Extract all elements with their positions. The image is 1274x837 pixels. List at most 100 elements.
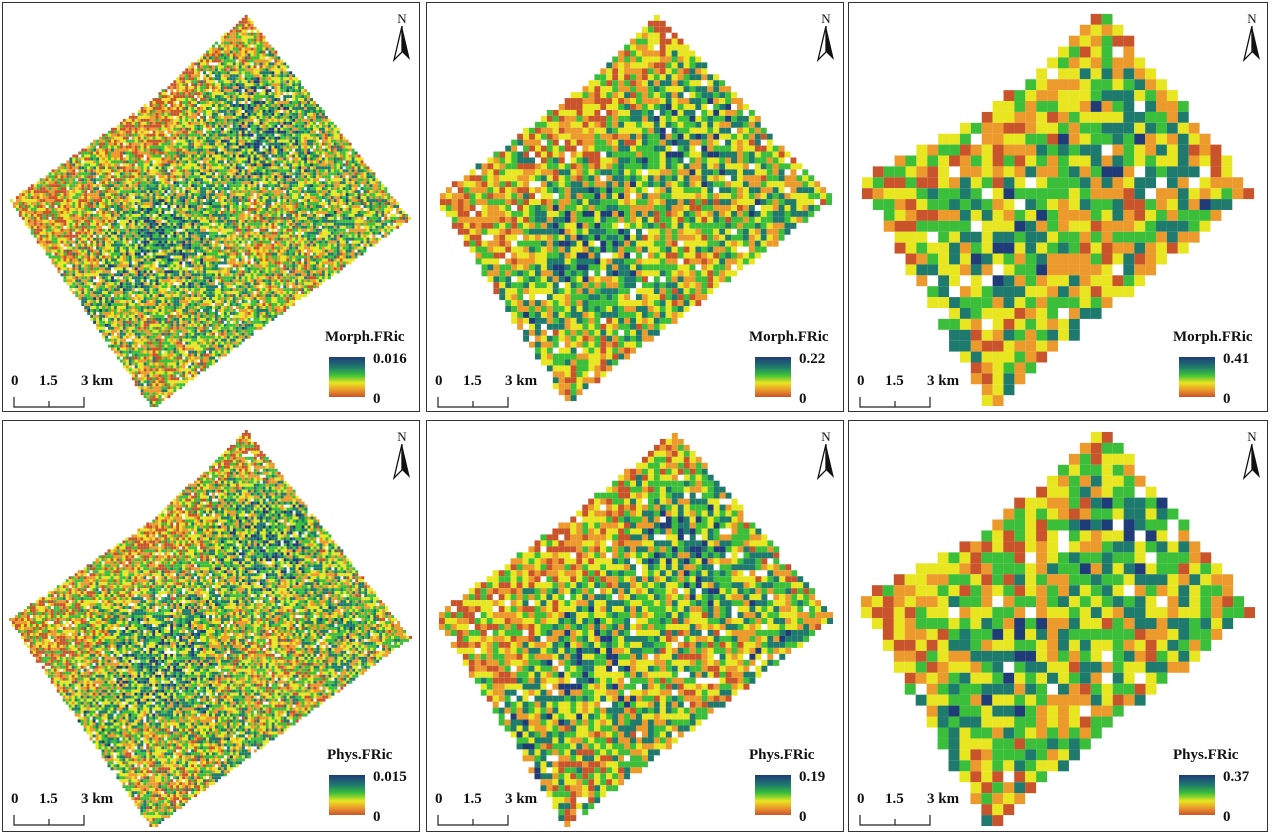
raster-cell xyxy=(253,169,257,173)
raster-cell xyxy=(268,175,272,179)
raster-cell xyxy=(152,115,156,119)
raster-cell xyxy=(170,213,174,217)
raster-cell xyxy=(173,104,177,107)
raster-cell xyxy=(81,228,85,232)
raster-cell xyxy=(351,193,355,197)
raster-cell xyxy=(229,207,233,211)
raster-cell xyxy=(369,190,373,194)
raster-cell xyxy=(247,172,251,176)
raster-cell xyxy=(277,202,281,206)
raster-cell xyxy=(96,193,100,197)
raster-cell xyxy=(45,228,49,232)
raster-cell xyxy=(387,225,391,229)
raster-cell xyxy=(197,157,201,161)
raster-cell xyxy=(27,190,31,194)
raster-cell xyxy=(12,205,16,208)
raster-cell xyxy=(265,148,269,152)
raster-cell xyxy=(170,133,174,137)
raster-map xyxy=(9,14,412,408)
raster-cell xyxy=(182,228,186,232)
raster-cell xyxy=(152,163,156,167)
raster-cell xyxy=(232,130,236,134)
raster-cell xyxy=(253,207,257,211)
raster-cell xyxy=(203,145,207,149)
raster-cell xyxy=(197,59,201,63)
raster-cell xyxy=(200,178,204,182)
raster-cell xyxy=(223,202,227,206)
raster-cell xyxy=(262,199,266,203)
raster-cell xyxy=(321,172,325,176)
raster-cell xyxy=(271,56,275,60)
raster-cell xyxy=(333,184,337,188)
raster-cell xyxy=(339,145,343,149)
raster-cell xyxy=(90,216,94,220)
raster-cell xyxy=(217,118,221,122)
raster-cell xyxy=(354,190,358,194)
raster-cell xyxy=(155,172,159,176)
raster-cell xyxy=(140,154,144,158)
raster-cell xyxy=(339,169,343,173)
raster-cell xyxy=(51,175,55,179)
raster-cell xyxy=(238,20,242,24)
raster-cell xyxy=(301,86,305,90)
raster-cell xyxy=(247,139,251,143)
raster-cell xyxy=(259,172,263,176)
raster-cell xyxy=(220,83,224,87)
raster-cell xyxy=(342,157,346,161)
raster-cell xyxy=(42,202,46,206)
raster-cell xyxy=(36,205,40,208)
raster-cell xyxy=(262,193,266,197)
raster-cell xyxy=(60,169,64,173)
raster-cell xyxy=(256,202,260,206)
raster-cell xyxy=(339,222,343,226)
raster-cell xyxy=(105,166,109,170)
raster-cell xyxy=(318,202,322,206)
raster-cell xyxy=(110,133,114,137)
raster-cell xyxy=(330,160,334,164)
raster-cell xyxy=(48,187,52,191)
raster-cell xyxy=(232,62,236,66)
raster-cell xyxy=(197,160,201,164)
raster-cell xyxy=(197,145,201,149)
raster-cell xyxy=(280,154,284,158)
raster-cell xyxy=(164,175,168,179)
raster-cell xyxy=(304,142,308,146)
raster-cell xyxy=(244,62,248,66)
raster-cell xyxy=(66,225,70,229)
raster-cell xyxy=(280,187,284,191)
raster-cell xyxy=(313,148,316,152)
raster-cell xyxy=(220,35,224,39)
raster-cell xyxy=(360,222,364,226)
raster-cell xyxy=(137,148,141,152)
raster-cell xyxy=(39,225,43,229)
raster-cell xyxy=(250,154,254,158)
raster-cell xyxy=(247,32,251,36)
raster-cell xyxy=(274,56,278,60)
raster-cell xyxy=(220,187,224,191)
raster-cell xyxy=(131,148,135,152)
raster-cell xyxy=(108,172,111,176)
raster-cell xyxy=(348,207,352,211)
raster-cell xyxy=(96,163,100,167)
raster-cell xyxy=(217,216,221,220)
raster-cell xyxy=(321,210,325,214)
raster-cell xyxy=(146,142,150,146)
raster-cell xyxy=(342,202,346,206)
raster-cell xyxy=(280,219,284,223)
raster-cell xyxy=(119,175,123,179)
raster-cell xyxy=(191,202,195,206)
raster-cell xyxy=(298,109,302,113)
raster-cell xyxy=(286,205,290,208)
raster-cell xyxy=(351,213,355,217)
raster-cell xyxy=(295,163,299,167)
raster-cell xyxy=(283,118,287,122)
raster-cell xyxy=(247,38,251,42)
raster-cell xyxy=(271,163,275,167)
raster-cell xyxy=(146,163,150,167)
raster-cell xyxy=(217,219,221,223)
raster-cell xyxy=(36,202,40,206)
raster-cell xyxy=(327,219,331,223)
raster-cell xyxy=(289,213,293,217)
raster-cell xyxy=(214,145,218,149)
raster-cell xyxy=(324,175,328,179)
